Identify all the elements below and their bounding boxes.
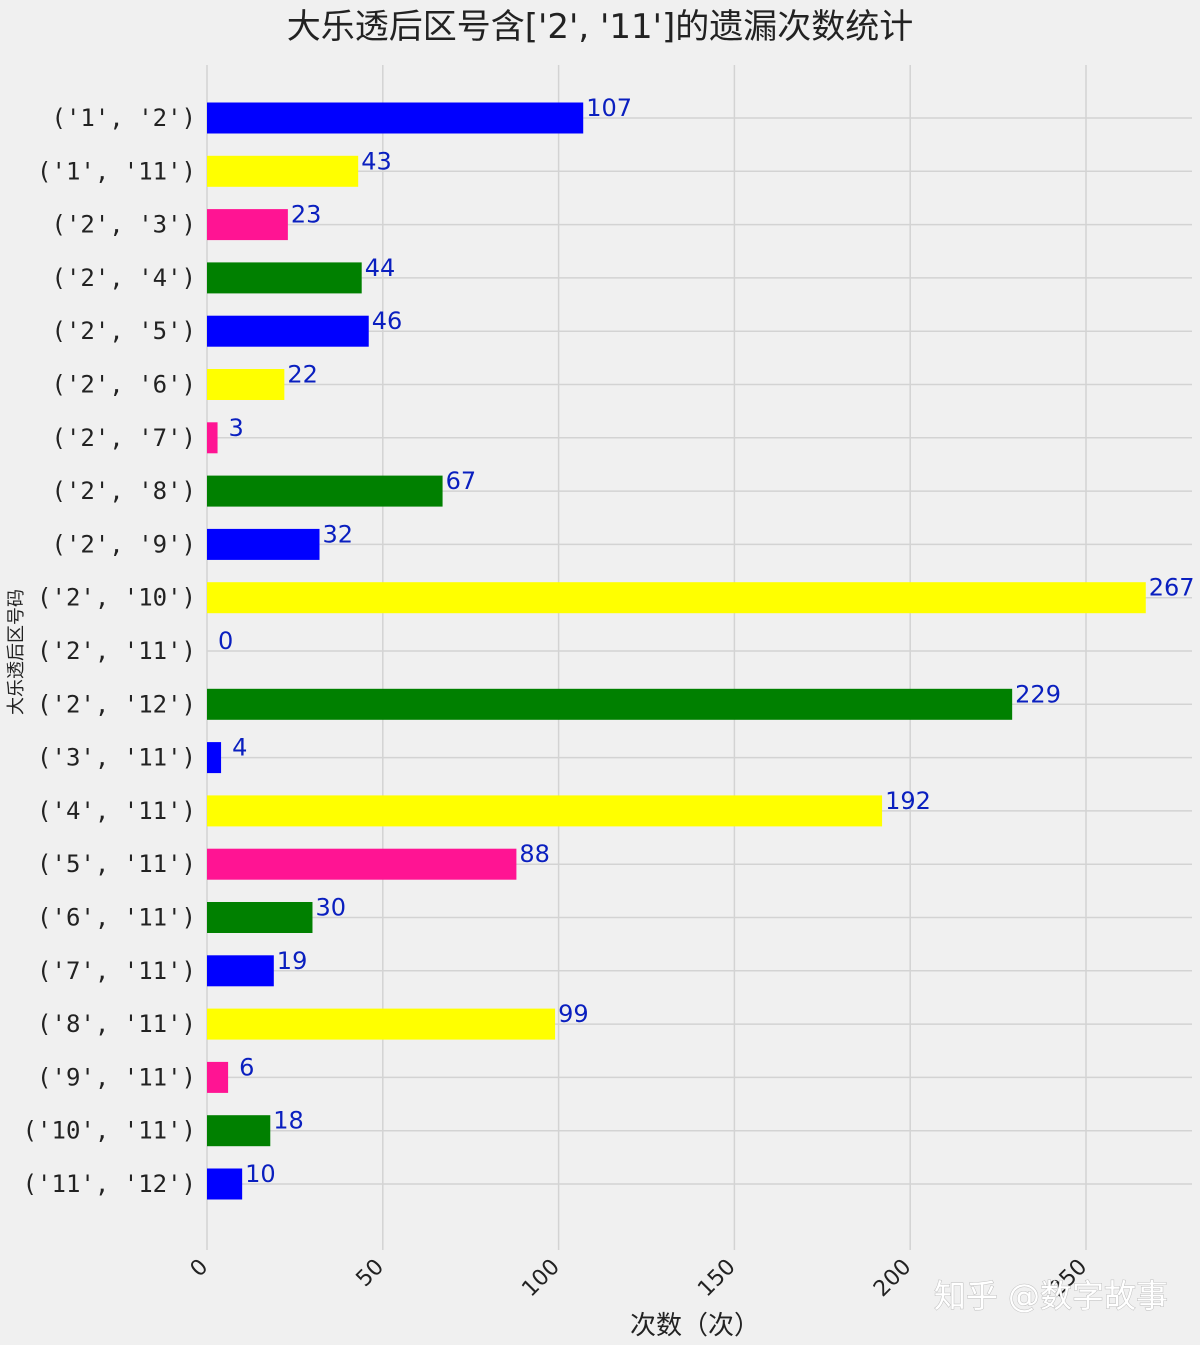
y-tick-label: ('2', '11'): [37, 637, 196, 665]
bar: [207, 955, 274, 987]
value-label: 4: [232, 734, 247, 762]
bar: [207, 475, 443, 507]
bar: [207, 262, 362, 294]
y-tick-label: ('1', '2'): [52, 104, 197, 132]
bar: [207, 1168, 243, 1200]
y-tick-labels: ('1', '2') ('1', '11') ('2', '3') ('2', '4'…: [23, 104, 196, 1198]
bar: [207, 155, 359, 187]
bar: [207, 848, 517, 880]
y-tick-label: ('4', '11'): [37, 797, 196, 825]
watermark: 知乎 @数字故事: [934, 1277, 1168, 1315]
y-tick-label: ('9', '11'): [37, 1063, 196, 1091]
y-tick-label: ('1', '11'): [37, 157, 196, 185]
value-label: 19: [277, 947, 308, 975]
value-label: 3: [229, 414, 244, 442]
bar: [207, 422, 218, 454]
value-label: 107: [586, 94, 632, 122]
value-label: 67: [446, 467, 477, 495]
y-tick-label: ('2', '4'): [52, 264, 197, 292]
bars: [207, 102, 1146, 1200]
value-label: 0: [218, 627, 233, 655]
value-label: 10: [245, 1160, 276, 1188]
y-tick-label: ('7', '11'): [37, 957, 196, 985]
value-label: 23: [291, 201, 322, 229]
value-label: 43: [361, 147, 392, 175]
y-tick-label: ('2', '3'): [52, 211, 197, 239]
bar: [207, 902, 313, 933]
value-label: 30: [315, 894, 346, 922]
bar: [207, 742, 222, 774]
y-tick-label: ('6', '11'): [37, 904, 196, 932]
bar: [207, 315, 369, 347]
y-tick-label: ('2', '5'): [52, 317, 197, 345]
value-label: 32: [323, 520, 354, 548]
bar: [207, 1115, 271, 1147]
bar: [207, 369, 285, 400]
y-tick-label: ('2', '10'): [37, 584, 196, 612]
bar: [207, 688, 1013, 720]
value-label: 267: [1149, 574, 1195, 602]
y-tick-label: ('2', '7'): [52, 424, 197, 452]
y-tick-label: ('8', '11'): [37, 1010, 196, 1038]
y-tick-label: ('5', '11'): [37, 850, 196, 878]
value-label: 46: [372, 307, 403, 335]
value-label: 88: [519, 840, 550, 868]
bar: [207, 1061, 229, 1093]
y-tick-label: ('2', '9'): [52, 530, 197, 558]
y-tick-label: ('3', '11'): [37, 744, 196, 772]
bar: [207, 102, 584, 134]
grid: [206, 65, 1192, 1250]
value-label: 192: [885, 787, 931, 815]
chart-title: 大乐透后区号含['2', '11']的遗漏次数统计: [287, 7, 913, 47]
value-label: 44: [365, 254, 396, 282]
value-label: 229: [1015, 680, 1061, 708]
y-tick-label: ('10', '11'): [23, 1117, 196, 1145]
value-label: 18: [273, 1107, 304, 1135]
y-tick-label: ('2', '6'): [52, 371, 197, 399]
bar: [207, 209, 288, 241]
y-tick-label: ('2', '12'): [37, 690, 196, 718]
bar: [207, 528, 320, 560]
value-label: 6: [239, 1053, 254, 1081]
value-label: 99: [558, 1000, 589, 1028]
y-tick-label: ('11', '12'): [23, 1170, 196, 1198]
bar: [207, 1008, 556, 1040]
bar: [207, 795, 883, 827]
x-axis-label: 次数（次）: [630, 1311, 760, 1341]
y-axis-label: 大乐透后区号码: [6, 589, 27, 715]
y-tick-label: ('2', '8'): [52, 477, 197, 505]
value-label: 22: [287, 361, 318, 389]
bar: [207, 582, 1146, 614]
